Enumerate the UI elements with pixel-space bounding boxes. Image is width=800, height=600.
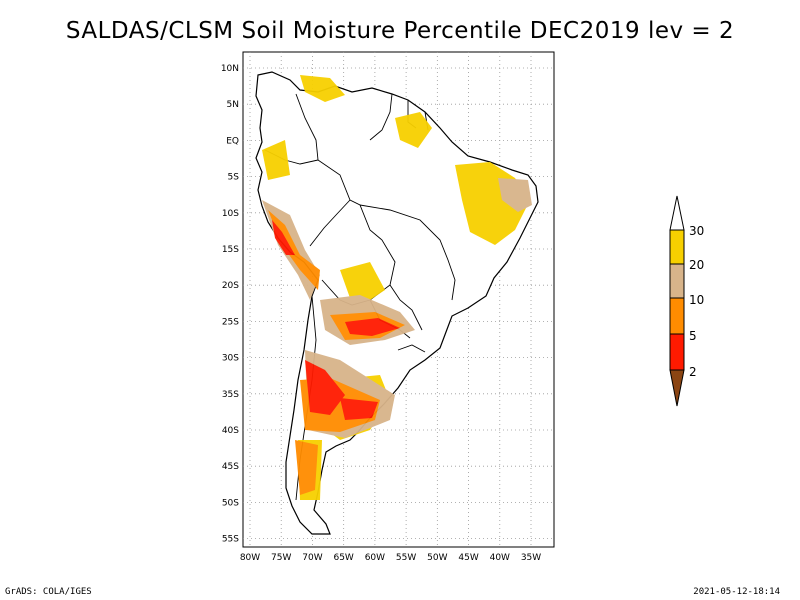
lat-tick-label: 20S — [222, 281, 239, 291]
lon-tick-label: 45W — [458, 553, 478, 563]
color-legend: 30 20 10 5 2 — [669, 195, 704, 407]
lon-tick-label: 35W — [521, 553, 541, 563]
footer-credit: GrADS: COLA/IGES — [5, 587, 92, 597]
lat-tick-label: 5N — [227, 100, 239, 110]
lon-tick-label: 40W — [490, 553, 510, 563]
lat-tick-label: 10S — [222, 209, 239, 219]
map-title: SALDAS/CLSM Soil Moisture Percentile DEC… — [65, 18, 735, 44]
shading-2-5-argentina — [305, 360, 345, 415]
lon-tick-label: 70W — [302, 553, 322, 563]
shading-20-30-west — [262, 140, 290, 180]
lon-tick-label: 80W — [240, 553, 260, 563]
shading-2-5-buenos-aires — [340, 398, 378, 420]
shading-20-30-guianas — [395, 112, 432, 148]
shading-20-30-central — [340, 262, 385, 300]
lon-tick-label: 60W — [365, 553, 385, 563]
legend-cap-below-2 — [669, 369, 685, 407]
shading-5-10-andes — [268, 210, 320, 290]
legend-label-2: 2 — [689, 365, 697, 379]
shading-2-5-paraguay — [345, 318, 400, 336]
lat-tick-label: 25S — [222, 317, 239, 327]
lon-tick-label: 50W — [427, 553, 447, 563]
legend-box-10-20 — [669, 263, 685, 299]
lat-tick-label: 35S — [222, 390, 239, 400]
lat-tick-label: 40S — [222, 426, 239, 436]
shading-2-5-andes — [272, 220, 295, 255]
lat-tick-label: 10N — [221, 64, 239, 74]
lon-tick-label: 75W — [271, 553, 291, 563]
lat-tick-label: 55S — [222, 535, 239, 545]
legend-cap-above-30 — [669, 195, 685, 231]
lat-tick-label: 30S — [222, 354, 239, 364]
legend-box-5-10 — [669, 297, 685, 335]
legend-label-30: 30 — [689, 224, 704, 238]
footer-timestamp: 2021-05-12-18:14 — [693, 587, 780, 597]
legend-box-2-5 — [669, 333, 685, 371]
legend-label-20: 20 — [689, 258, 704, 272]
lat-tick-label: 45S — [222, 462, 239, 472]
lat-tick-label: 5S — [228, 173, 240, 183]
shading-5-10-patagonia — [295, 440, 318, 495]
longitude-tick-labels: 80W 75W 70W 65W 60W 55W 50W 45W 40W 35W — [240, 553, 541, 563]
lat-tick-label: 15S — [222, 245, 239, 255]
legend-label-5: 5 — [689, 329, 697, 343]
shading-10-20-northeast — [498, 178, 532, 212]
lon-tick-label: 65W — [333, 553, 353, 563]
latitude-tick-labels: 10N 5N EQ 5S 10S 15S 20S 25S 30S 35S 40S 45S 50S 55S — [221, 64, 239, 545]
lat-tick-label: EQ — [226, 136, 239, 146]
lat-tick-label: 50S — [222, 498, 239, 508]
percentile-shading — [262, 75, 532, 500]
legend-box-20-30 — [669, 229, 685, 265]
lon-tick-label: 55W — [396, 553, 416, 563]
shading-20-30-north — [300, 75, 345, 102]
legend-label-10: 10 — [689, 293, 704, 307]
